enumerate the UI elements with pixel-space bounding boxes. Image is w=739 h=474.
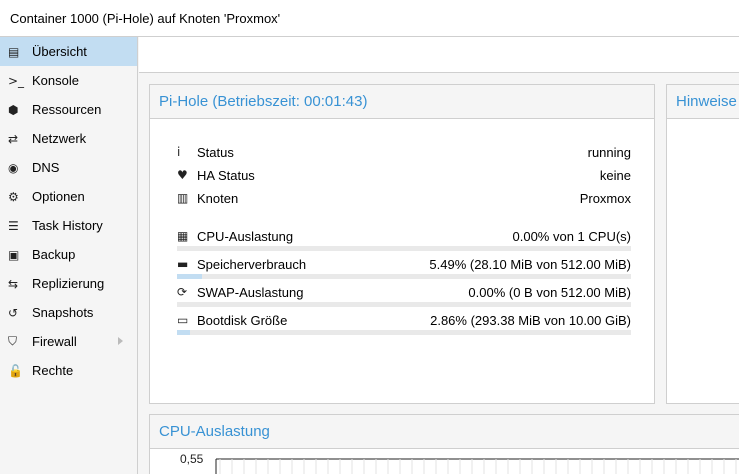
sidebar-item-ressourcen[interactable]: ⬢ Ressourcen [0,95,137,124]
cpu-chart-title: CPU-Auslastung [150,415,739,449]
usage-row: ⟳ SWAP-Auslastung 0.00% (0 B von 512.00 Mi… [177,283,631,301]
cpu-icon: ▦ [177,229,189,243]
top-bar: Container 1000 (Pi-Hole) auf Knoten 'Pro… [0,0,739,37]
usage-value: 2.86% (293.38 MiB von 10.00 GiB) [430,312,631,328]
floppy-icon: ▣ [8,247,20,262]
row-value: keine [599,167,631,183]
sidebar-item-replizierung[interactable]: ⇆ Replizierung [0,269,137,298]
sidebar-item-label: Replizierung [32,276,105,291]
usage-label: CPU-Auslastung [197,228,294,244]
sidebar-item-rechte[interactable]: 🔓 Rechte [0,356,137,385]
usage-value: 0.00% (0 B von 512.00 MiB) [468,284,631,300]
usage-value: 0.00% von 1 CPU(s) [512,228,632,244]
usage-value: 5.49% (28.10 MiB von 512.00 MiB) [429,256,631,272]
usage-row: ▬ Speicherverbrauch 5.49% (28.10 MiB von 5… [177,255,631,273]
sidebar-item-dns[interactable]: ◉ DNS [0,153,137,182]
sidebar-item-label: Task History [32,218,103,233]
sidebar-item-label: Firewall [32,334,77,349]
shield-icon: ⛉ [8,334,18,348]
info-icon: i [177,145,181,159]
memory-icon: ▬ [177,257,189,271]
notes-panel-title: Hinweise [667,85,739,119]
sidebar: ▤ Übersicht >_ Konsole ⬢ Ressourcen ⇄ Netzwerk ◉… [0,37,138,474]
sidebar-item-label: Ressourcen [32,102,102,117]
gear-icon: ⚙ [8,189,19,204]
usage-label: Speicherverbrauch [197,256,307,272]
usage-label: SWAP-Auslastung [197,284,304,300]
sidebar-item-übersicht[interactable]: ▤ Übersicht [0,37,137,66]
terminal-icon: >_ [8,73,25,88]
unlock-icon: 🔓 [8,363,23,378]
window-title: Container 1000 (Pi-Hole) auf Knoten 'Pro… [10,11,281,26]
row-value: running [587,144,631,160]
usage-progress-bar [177,330,631,335]
exchange-icon: ⇄ [8,131,19,146]
usage-row: ▭ Bootdisk Größe 2.86% (293.38 MiB von 10.… [177,311,631,329]
sidebar-item-label: Backup [32,247,76,262]
sidebar-item-label: Rechte [32,363,74,378]
summary-panel-title: Pi-Hole (Betriebszeit: 00:01:43) [150,85,654,119]
sidebar-item-label: DNS [32,160,60,175]
row-label: HA Status [197,167,255,183]
usage-progress-bar [177,246,631,251]
retweet-icon: ⇆ [8,276,19,291]
sidebar-item-firewall[interactable]: ⛉ Firewall [0,327,137,356]
heartbeat-icon: ♥ [177,168,188,182]
sidebar-item-backup[interactable]: ▣ Backup [0,240,137,269]
sidebar-item-optionen[interactable]: ⚙ Optionen [0,182,137,211]
book-icon: ▤ [8,44,20,59]
chevron-right-icon[interactable] [118,337,123,345]
usage-progress-bar [177,274,631,279]
sidebar-item-task-history[interactable]: ☰ Task History [0,211,137,240]
sidebar-item-konsole[interactable]: >_ Konsole [0,66,137,95]
sidebar-item-label: Snapshots [32,305,94,320]
row-label: Status [197,144,234,160]
building-icon: ▥ [177,191,189,205]
row-value: Proxmox [579,190,631,206]
toolbar [139,37,739,73]
sidebar-item-netzwerk[interactable]: ⇄ Netzwerk [0,124,137,153]
sidebar-item-label: Netzwerk [32,131,87,146]
info-row-status: i Status running [177,143,631,161]
history-icon: ↺ [8,305,19,320]
cpu-chart-panel: CPU-Auslastung 0,55 [149,414,739,474]
globe-icon: ◉ [8,160,19,175]
sidebar-item-snapshots[interactable]: ↺ Snapshots [0,298,137,327]
info-row-knoten: ▥ Knoten Proxmox [177,189,631,207]
usage-row: ▦ CPU-Auslastung 0.00% von 1 CPU(s) [177,227,631,245]
y-tick-label: 0,55 [180,452,204,466]
sidebar-item-label: Konsole [32,73,79,88]
cpu-chart-area: 0,55 [150,449,739,474]
cpu-chart-axes [215,458,739,474]
list-icon: ☰ [8,218,19,233]
summary-panel: Pi-Hole (Betriebszeit: 00:01:43) i Status… [149,84,655,404]
usage-label: Bootdisk Größe [197,312,288,328]
sidebar-item-label: Übersicht [32,44,87,59]
notes-panel: Hinweise [666,84,739,404]
hdd-icon: ▭ [177,313,189,327]
cube-icon: ⬢ [8,102,19,117]
usage-progress-bar [177,302,631,307]
sidebar-item-label: Optionen [32,189,85,204]
info-row-ha-status: ♥ HA Status keine [177,166,631,184]
row-label: Knoten [197,190,239,206]
usage-progress-fill [177,274,202,279]
refresh-icon: ⟳ [177,285,188,299]
usage-progress-fill [177,330,190,335]
